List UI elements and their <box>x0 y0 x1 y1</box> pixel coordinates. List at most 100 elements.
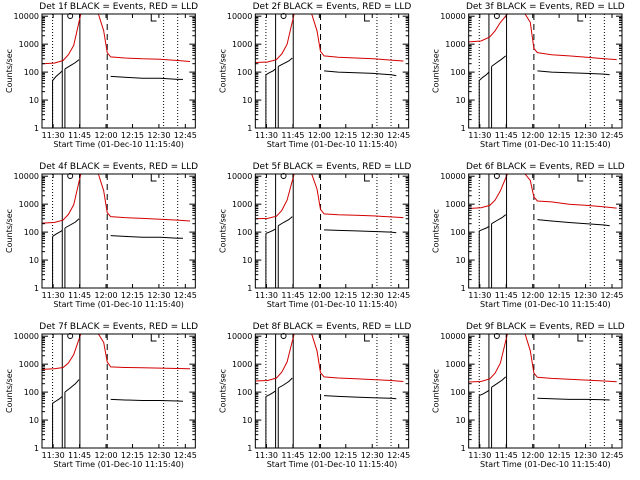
x-tick-label: 11:45 <box>68 451 91 460</box>
x-tick-label: 12:00 <box>94 131 117 140</box>
y-tick-label: 1 <box>34 124 39 133</box>
x-tick-label: 11:45 <box>495 291 518 300</box>
x-tick-label: 12:15 <box>334 291 357 300</box>
flag-marker <box>364 14 370 22</box>
y-tick-label: 1 <box>247 124 252 133</box>
x-tick-label: 12:45 <box>174 451 197 460</box>
panel-title: Det 1f BLACK = Events, RED = LLD <box>39 2 198 12</box>
x-tick-label: 11:30 <box>255 291 278 300</box>
panel-title: Det 7f BLACK = Events, RED = LLD <box>39 322 198 332</box>
events-series-line-seg2 <box>64 59 80 70</box>
x-tick-label: 12:30 <box>147 131 170 140</box>
plot-frame <box>468 333 623 449</box>
y-axis-label: Counts/sec <box>5 49 14 93</box>
lld-series-line <box>255 333 404 382</box>
x-tick-label: 12:00 <box>308 451 331 460</box>
x-tick-label: 12:00 <box>521 131 544 140</box>
events-series-line-seg2 <box>277 216 293 227</box>
y-tick-label: 1000 <box>445 40 465 49</box>
plot-frame <box>254 333 410 449</box>
events-series-line-seg3 <box>324 395 397 400</box>
y-tick-label: 100 <box>450 68 465 77</box>
panel-title: Det 4f BLACK = Events, RED = LLD <box>39 162 198 172</box>
events-series-line-seg1 <box>479 389 490 397</box>
panel-title: Det 6f BLACK = Events, RED = LLD <box>466 162 625 172</box>
y-tick-label: 100 <box>237 228 252 237</box>
events-series-line-seg2 <box>277 57 293 67</box>
events-series-line-seg1 <box>52 229 63 237</box>
x-tick-label: 12:15 <box>121 131 144 140</box>
lld-series-line <box>468 13 617 61</box>
y-tick-label: 1 <box>461 284 466 293</box>
events-series-line-seg2 <box>64 218 80 229</box>
x-tick-label: 11:30 <box>42 291 65 300</box>
y-tick-label: 1 <box>247 444 252 453</box>
plot-frame <box>254 13 410 129</box>
y-tick-label: 10 <box>242 96 252 105</box>
flag-marker <box>150 174 157 182</box>
detector-panel-4: Det 4f BLACK = Events, RED = LLD 1 10 100 10… <box>5 162 198 309</box>
x-tick-label: 12:15 <box>121 291 144 300</box>
detector-panel-3: Det 3f BLACK = Events, RED = LLD 1 10 100 10… <box>432 2 625 149</box>
y-tick-label: 10 <box>29 256 39 265</box>
x-tick-label: 11:45 <box>68 291 91 300</box>
y-tick-label: 10000 <box>14 332 39 341</box>
x-tick-label: 12:00 <box>521 291 544 300</box>
y-tick-label: 1 <box>461 124 466 133</box>
x-tick-label: 12:45 <box>174 131 197 140</box>
y-tick-label: 1000 <box>445 360 465 369</box>
y-tick-label: 10000 <box>440 12 465 21</box>
events-series-line-seg2 <box>491 214 507 225</box>
lld-series-line <box>255 13 404 63</box>
x-tick-label: 12:15 <box>121 451 144 460</box>
y-tick-label: 10 <box>242 416 252 425</box>
panel-title: Det 8f BLACK = Events, RED = LLD <box>253 322 412 332</box>
y-tick-label: 10000 <box>227 332 252 341</box>
x-tick-label: 11:30 <box>42 451 65 460</box>
detector-panel-7: Det 7f BLACK = Events, RED = LLD 1 10 100 10… <box>5 322 198 469</box>
y-tick-label: 100 <box>450 228 465 237</box>
x-tick-label: 12:45 <box>600 291 623 300</box>
x-tick-label: 12:30 <box>361 131 384 140</box>
events-series-line-seg2 <box>64 379 80 393</box>
lld-series-line <box>41 173 191 224</box>
y-tick-label: 1000 <box>232 200 252 209</box>
y-tick-label: 10000 <box>440 332 465 341</box>
y-tick-label: 1 <box>34 284 39 293</box>
events-series-line-seg1 <box>265 228 276 234</box>
lld-series-line <box>255 173 404 220</box>
x-tick-label: 12:45 <box>174 291 197 300</box>
x-tick-label: 12:30 <box>147 291 170 300</box>
y-tick-label: 100 <box>24 388 39 397</box>
x-tick-label: 12:00 <box>94 291 117 300</box>
x-tick-label: 12:45 <box>387 131 410 140</box>
events-series-line-seg2 <box>491 55 507 67</box>
events-series-line-seg1 <box>479 225 490 232</box>
x-tick-label: 11:30 <box>255 131 278 140</box>
plot-frame <box>41 13 196 129</box>
x-tick-label: 12:30 <box>574 291 597 300</box>
x-tick-label: 11:45 <box>495 451 518 460</box>
y-axis-label: Counts/sec <box>218 209 227 253</box>
y-tick-label: 10 <box>455 416 465 425</box>
x-tick-label: 12:45 <box>600 131 623 140</box>
events-series-line-seg3 <box>324 229 397 234</box>
x-tick-label: 12:45 <box>387 291 410 300</box>
y-tick-label: 100 <box>24 228 39 237</box>
x-tick-label: 11:30 <box>468 451 491 460</box>
detector-panel-1: Det 1f BLACK = Events, RED = LLD 1 10 100 10… <box>5 2 198 149</box>
y-tick-label: 10 <box>242 256 252 265</box>
x-axis-label: Start Time (01-Dec-10 11:15:40) <box>480 300 611 309</box>
x-tick-label: 11:45 <box>281 451 304 460</box>
panel-title: Det 3f BLACK = Events, RED = LLD <box>466 2 625 12</box>
x-tick-label: 12:00 <box>521 451 544 460</box>
y-axis-label: Counts/sec <box>5 209 14 253</box>
x-tick-label: 12:45 <box>387 451 410 460</box>
x-tick-label: 12:15 <box>334 451 357 460</box>
events-series-line-seg3 <box>324 70 397 77</box>
x-tick-label: 12:30 <box>574 451 597 460</box>
x-tick-label: 11:45 <box>281 131 304 140</box>
x-axis-label: Start Time (01-Dec-10 11:15:40) <box>480 460 611 469</box>
x-axis-label: Start Time (01-Dec-10 11:15:40) <box>267 140 398 149</box>
flag-marker <box>364 334 370 342</box>
